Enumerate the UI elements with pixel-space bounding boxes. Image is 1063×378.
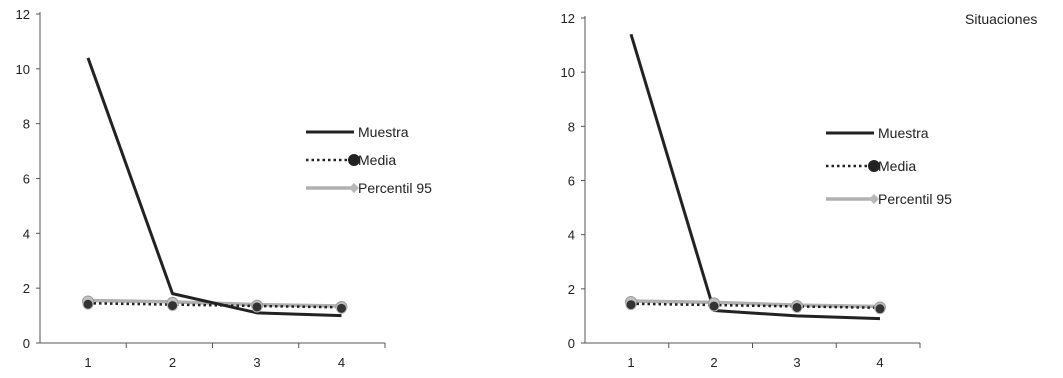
series-line-percentil-95 xyxy=(630,299,881,309)
y-tick-label: 8 xyxy=(568,119,575,134)
legend-marker-percentil-95 xyxy=(869,194,879,204)
x-tick-label: 1 xyxy=(627,355,634,370)
y-tick-label: 6 xyxy=(568,174,575,189)
data-point-media xyxy=(336,302,347,314)
data-point-media xyxy=(708,300,720,312)
data-point-media xyxy=(167,300,178,312)
legend-label-muestra: Muestra xyxy=(878,125,929,141)
y-tick-label: 4 xyxy=(568,228,575,243)
legend-label-percentil-95: Percentil 95 xyxy=(878,191,952,207)
x-tick-label: 1 xyxy=(84,355,91,370)
x-tick-label: 2 xyxy=(169,355,176,370)
legend-label-percentil-95: Percentil 95 xyxy=(358,180,432,196)
x-tick-label: 3 xyxy=(793,355,800,370)
y-tick-label: 12 xyxy=(16,7,30,22)
chart-title: Situaciones xyxy=(965,11,1037,27)
data-point-media xyxy=(82,298,94,310)
data-point-media xyxy=(625,299,637,311)
y-tick-label: 12 xyxy=(561,11,575,26)
legend-marker-percentil-95 xyxy=(349,183,359,193)
y-tick-label: 0 xyxy=(23,336,30,351)
x-tick-label: 2 xyxy=(710,355,717,370)
series-line-muestra xyxy=(86,57,342,318)
data-point-media xyxy=(791,301,803,313)
x-tick-label: 4 xyxy=(338,355,345,370)
y-tick-label: 10 xyxy=(561,65,575,80)
x-tick-label: 3 xyxy=(253,355,260,370)
y-tick-label: 10 xyxy=(16,62,30,77)
y-tick-label: 4 xyxy=(23,226,30,241)
data-point-media xyxy=(874,303,886,315)
legend-marker-media xyxy=(348,154,360,166)
y-tick-label: 8 xyxy=(23,117,30,132)
legend-label-media: Media xyxy=(358,152,396,168)
data-point-media xyxy=(251,301,263,313)
series-line-media xyxy=(87,301,342,309)
legend-label-media: Media xyxy=(878,158,916,174)
x-tick-label: 4 xyxy=(876,355,883,370)
y-tick-label: 2 xyxy=(568,282,575,297)
y-tick-label: 0 xyxy=(568,336,575,351)
y-tick-label: 2 xyxy=(23,281,30,296)
y-tick-label: 6 xyxy=(23,172,30,187)
legend-label-muestra: Muestra xyxy=(358,124,409,140)
legend-marker-media xyxy=(868,160,880,172)
series-line-muestra xyxy=(629,33,881,321)
